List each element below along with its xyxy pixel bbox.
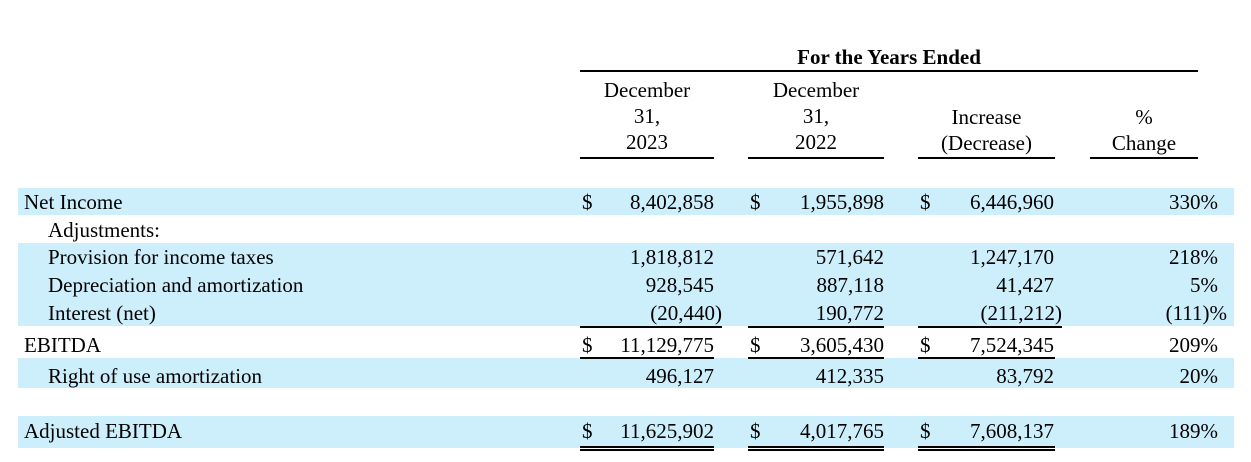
subtotal-rule [918, 326, 1062, 328]
row-band [18, 188, 1234, 215]
column-header-change: % Change [1111, 105, 1177, 155]
value-increase: 41,427 [996, 273, 1054, 297]
value-increase: 7,608,137 [970, 419, 1054, 443]
value-2023: (20,440) [650, 301, 722, 325]
value-2022: 190,772 [815, 301, 884, 325]
row-band [18, 298, 1234, 326]
value-change: (111)% [1165, 301, 1227, 325]
value-change: 330% [1169, 190, 1218, 214]
value-2023: 496,127 [645, 364, 714, 388]
header-rule-2023 [580, 157, 714, 159]
total-double-rule [918, 446, 1055, 451]
value-change: 20% [1179, 364, 1219, 388]
header-rule-change [1090, 157, 1198, 159]
row-label: Provision for income taxes [48, 245, 274, 269]
currency-symbol: $ [920, 190, 931, 214]
value-increase: 7,524,345 [970, 333, 1054, 357]
value-change: 189% [1169, 419, 1218, 443]
group-title: For the Years Ended [797, 45, 981, 69]
value-2023: 11,625,902 [620, 419, 714, 443]
value-2022: 571,642 [815, 245, 884, 269]
currency-symbol: $ [920, 333, 931, 357]
header-rule-2022 [748, 157, 884, 159]
total-double-rule [580, 446, 714, 451]
currency-symbol: $ [750, 190, 761, 214]
currency-symbol: $ [582, 190, 593, 214]
subtotal-rule [580, 326, 722, 328]
row-label: Adjusted EBITDA [24, 419, 183, 443]
subtotal-rule [748, 326, 884, 328]
currency-symbol: $ [920, 419, 931, 443]
group-title-rule [580, 70, 1198, 72]
currency-symbol: $ [750, 419, 761, 443]
value-change: 5% [1190, 273, 1218, 297]
currency-symbol: $ [582, 333, 593, 357]
column-header-2022: December 31, 2022 [772, 78, 860, 154]
value-2022: 412,335 [815, 364, 884, 388]
row-band [18, 358, 1234, 388]
value-2022: 1,955,898 [800, 190, 884, 214]
row-band [18, 243, 1234, 298]
currency-symbol: $ [750, 333, 761, 357]
value-2023: 11,129,775 [620, 333, 714, 357]
value-2023: 1,818,812 [630, 245, 714, 269]
row-label: Adjustments: [48, 218, 161, 242]
value-2023: 8,402,858 [630, 190, 714, 214]
row-band [18, 416, 1234, 448]
row-label: EBITDA [24, 333, 101, 357]
value-increase: 83,792 [996, 364, 1054, 388]
ebitda-rule [748, 357, 884, 359]
row-label: Depreciation and amortization [48, 273, 304, 297]
value-increase: 6,446,960 [970, 190, 1054, 214]
ebitda-rule [918, 357, 1055, 359]
column-header-increase: Increase (Decrease) [941, 105, 1032, 155]
value-increase: (211,212) [980, 301, 1062, 325]
value-2022: 4,017,765 [800, 419, 884, 443]
ebitda-rule [580, 357, 714, 359]
row-label: Interest (net) [48, 301, 156, 325]
column-header-2023: December 31, 2023 [603, 78, 691, 154]
total-double-rule [748, 446, 884, 451]
value-change: 218% [1169, 245, 1218, 269]
header-rule-increase [918, 157, 1055, 159]
value-2022: 887,118 [816, 273, 884, 297]
row-label: Net Income [24, 190, 123, 214]
value-increase: 1,247,170 [970, 245, 1054, 269]
currency-symbol: $ [582, 419, 593, 443]
row-label: Right of use amortization [48, 364, 263, 388]
value-change: 209% [1169, 333, 1218, 357]
value-2023: 928,545 [645, 273, 714, 297]
value-2022: 3,605,430 [800, 333, 884, 357]
